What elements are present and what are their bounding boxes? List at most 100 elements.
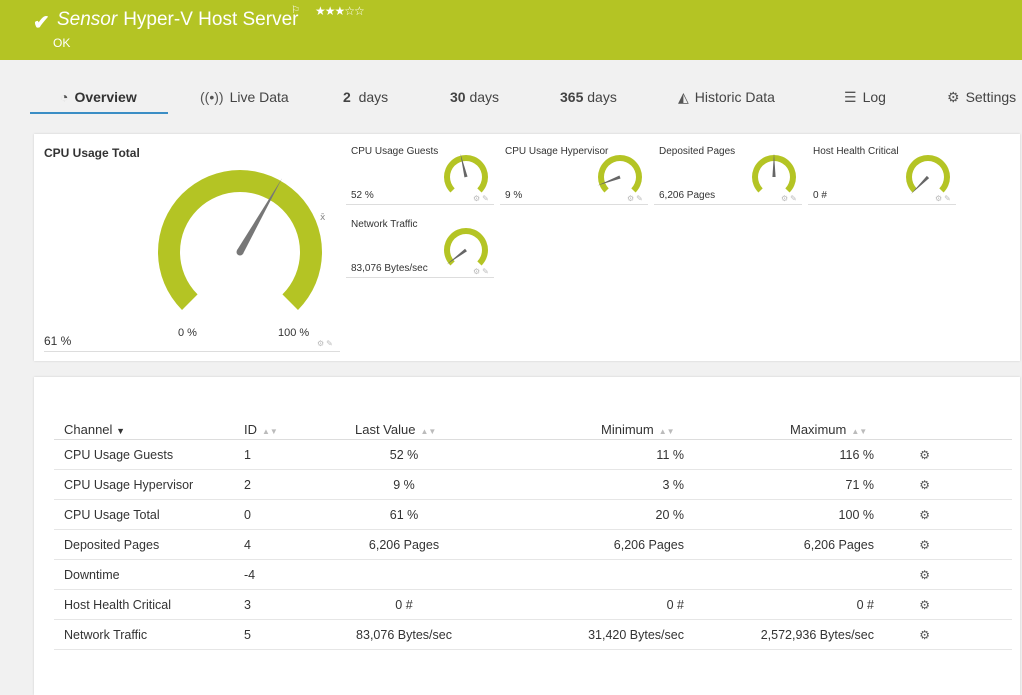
cell-actions: ⚙ [874,469,1012,500]
gauge-tools-icon[interactable]: ⚙✎ [935,194,953,203]
priority-stars[interactable]: ★★★☆☆ [315,4,365,18]
cell-channel[interactable]: CPU Usage Hypervisor [54,469,234,500]
table-row[interactable]: Downtime -4 ⚙ [54,559,1012,590]
mini-gauge-needle [597,175,621,186]
gauge-tools-icon[interactable]: ⚙✎ [473,194,491,203]
tab-overview[interactable]: ◔ Overview [30,82,168,114]
cell-actions: ⚙ [874,589,1012,620]
mini-gauge[interactable]: Network Traffic 83,076 Bytes/sec ⚙✎ [346,207,494,278]
mini-gauge[interactable]: CPU Usage Guests 52 % ⚙✎ [346,134,494,205]
mini-gauge-arc [598,155,642,193]
mini-gauge-arc [752,155,796,193]
tab-label: Overview [74,89,137,105]
divider [500,204,648,205]
cell-id: 0 [234,499,324,530]
cell-id: 1 [234,439,324,470]
cell-last-value: 61 % [324,499,474,530]
tab-settings[interactable]: ⚙ Settings [947,82,1016,114]
mini-gauge[interactable]: Host Health Critical 0 # ⚙✎ [808,134,956,205]
cell-actions: ⚙ [874,559,1012,590]
col-last-value[interactable]: Last Value ▲▼ [324,419,474,440]
cell-minimum: 20 % [474,499,684,530]
divider [654,204,802,205]
mini-gauge-needle [911,175,930,194]
mini-gauge[interactable]: CPU Usage Hypervisor 9 % ⚙✎ [500,134,648,205]
tab-30-days[interactable]: 30 days [450,82,499,114]
col-channel[interactable]: Channel ▼ [54,419,234,440]
big-gauge[interactable]: x̄ [154,164,354,354]
channel-settings-icon[interactable]: ⚙ [919,567,930,582]
divider [808,204,956,205]
channel-settings-icon[interactable]: ⚙ [919,627,930,642]
sort-icon: ▲▼ [851,426,868,436]
tab-live-data[interactable]: ((•)) Live Data [200,82,289,114]
mini-gauge-title: Deposited Pages [659,146,736,157]
gauge-tools-icon[interactable]: ⚙✎ [473,267,491,276]
cell-id: 4 [234,529,324,560]
gauge-tools-icon[interactable]: ⚙✎ [781,194,799,203]
col-label: Last Value [355,421,416,437]
table-row[interactable]: Deposited Pages 4 6,206 Pages 6,206 Pages 6,… [54,529,1012,560]
status-text: OK [53,36,71,50]
table-row[interactable]: Network Traffic 5 83,076 Bytes/sec 31,420 B… [54,619,1012,650]
table-row[interactable]: CPU Usage Guests 1 52 % 11 % 116 % ⚙ [54,439,1012,470]
channel-settings-icon[interactable]: ⚙ [919,597,930,612]
flag-icon[interactable]: ⚐ [291,5,300,16]
cell-channel[interactable]: Host Health Critical [54,589,234,620]
sort-desc-icon: ▼ [116,425,125,436]
cell-last-value: 9 % [324,469,474,500]
big-gauge-title: CPU Usage Total [44,146,140,160]
channel-settings-icon[interactable]: ⚙ [919,447,930,462]
col-maximum[interactable]: Maximum ▲▼ [684,419,874,440]
tab-number: 30 [450,89,466,105]
gauge-tools-icon[interactable]: ⚙✎ [317,339,335,348]
sort-icon: ▲▼ [420,426,437,436]
channel-settings-icon[interactable]: ⚙ [919,537,930,552]
divider [346,277,494,278]
table-row[interactable]: CPU Usage Total 0 61 % 20 % 100 % ⚙ [54,499,1012,530]
mini-gauge-needle [772,154,776,177]
tab-historic-data[interactable]: ◭ Historic Data [678,82,775,114]
cell-minimum: 6,206 Pages [474,529,684,560]
cell-channel[interactable]: Network Traffic [54,619,234,650]
col-label: Maximum [790,421,847,437]
tab-bar: ◔ Overview ((•)) Live Data 2 days 30 days … [30,82,1022,116]
col-label: Minimum [601,421,654,437]
cell-channel[interactable]: CPU Usage Total [54,499,234,530]
gauge-icon: ◔ [60,89,69,105]
big-gauge-needle [236,178,283,254]
broadcast-icon: ((•)) [200,89,224,105]
cell-channel[interactable]: Deposited Pages [54,529,234,560]
tab-label: Log [862,89,886,105]
cell-maximum: 71 % [684,469,874,500]
gear-icon: ⚙ [947,89,960,105]
tab-365-days[interactable]: 365 days [560,82,617,114]
list-icon: ☰ [844,89,857,105]
col-id[interactable]: ID ▲▼ [234,419,324,440]
cell-last-value: 83,076 Bytes/sec [324,619,474,650]
mini-gauge-dial [752,154,796,193]
tab-2-days[interactable]: 2 days [343,82,388,114]
cell-maximum: 116 % [684,439,874,470]
channel-settings-icon[interactable]: ⚙ [919,477,930,492]
channel-settings-icon[interactable]: ⚙ [919,507,930,522]
mini-gauge-arc [444,228,488,266]
tab-number: 2 [343,89,351,105]
table-row[interactable]: Host Health Critical 3 0 #0 #0 # ⚙ [54,589,1012,620]
mini-gauge[interactable]: Deposited Pages 6,206 Pages ⚙✎ [654,134,802,205]
mini-gauge-needle [446,248,467,265]
cell-id: 5 [234,619,324,650]
cell-id: 3 [234,589,324,620]
divider [44,351,340,352]
cell-channel[interactable]: Downtime [54,559,234,590]
divider [346,204,494,205]
big-gauge-arc [158,170,322,310]
gauge-tools-icon[interactable]: ⚙✎ [627,194,645,203]
table-row[interactable]: CPU Usage Hypervisor 2 9 % 3 % 71 % ⚙ [54,469,1012,500]
tab-log[interactable]: ☰ Log [844,82,886,114]
mini-gauge-title: Network Traffic [351,219,418,230]
col-minimum[interactable]: Minimum ▲▼ [474,419,684,440]
cell-id: -4 [234,559,324,590]
cell-last-value: 6,206 Pages [324,529,474,560]
cell-channel[interactable]: CPU Usage Guests [54,439,234,470]
